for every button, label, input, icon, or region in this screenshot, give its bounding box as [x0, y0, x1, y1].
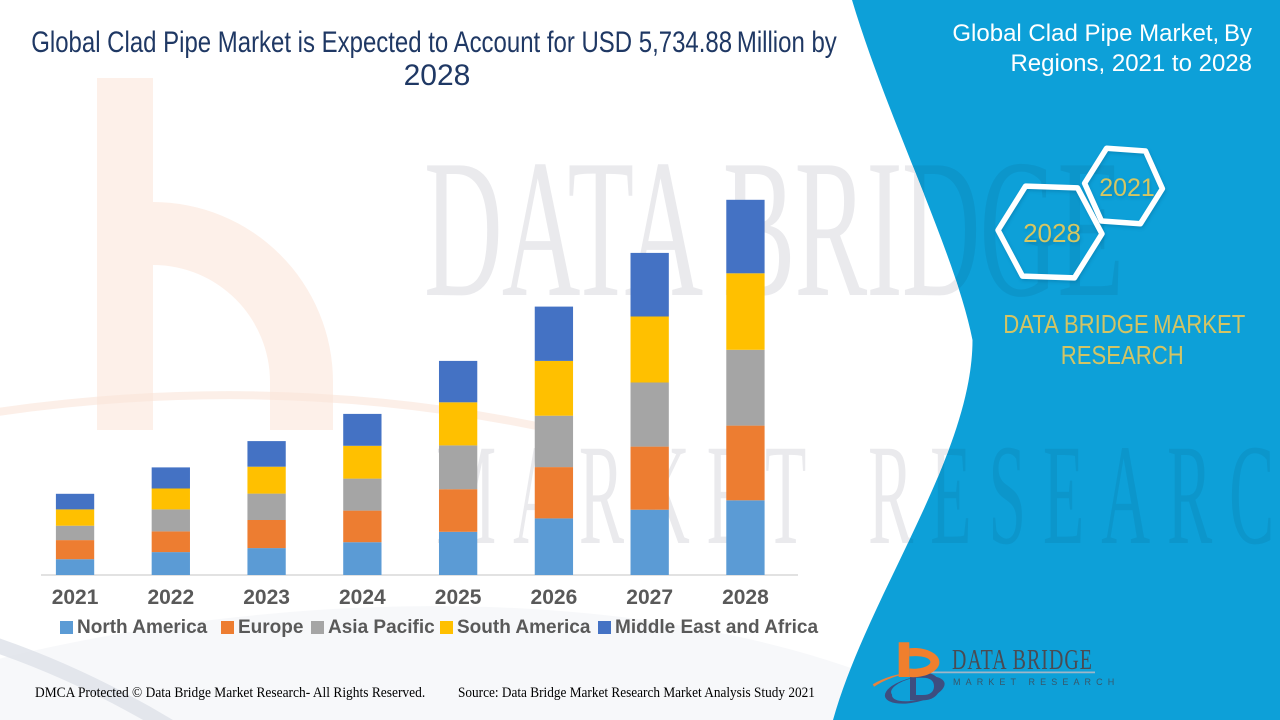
svg-text:2021: 2021	[1099, 174, 1155, 202]
svg-text:2028: 2028	[1023, 218, 1081, 248]
